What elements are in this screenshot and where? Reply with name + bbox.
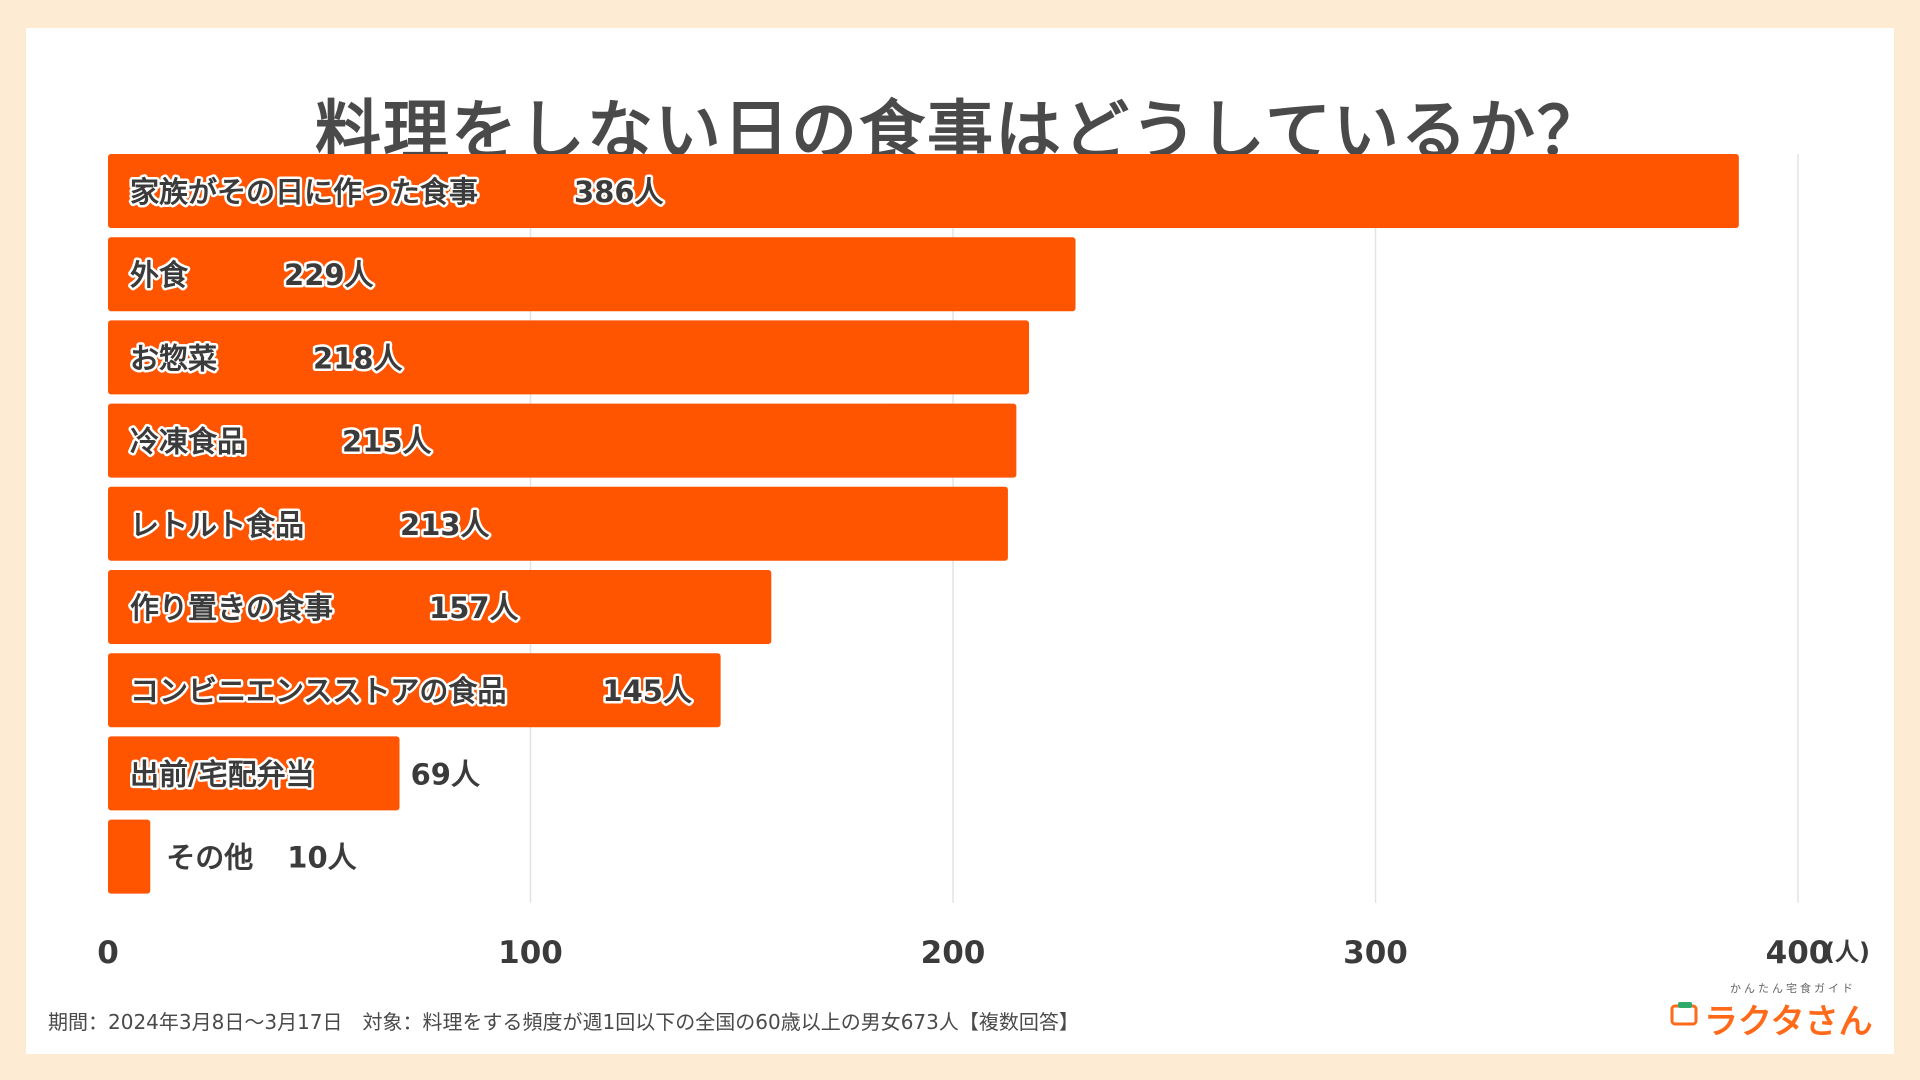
bento-icon — [1670, 1002, 1698, 1026]
x-tick-label: 200 — [921, 935, 986, 971]
bar-category-label: 作り置きの食事 — [130, 591, 333, 625]
chart-card: 料理をしない日の食事はどうしているか？ 家族がその日に作った食事 386人 外食 22… — [26, 28, 1894, 1054]
x-tick-label: 400 — [1766, 935, 1831, 971]
bar-category-label: コンビニエンスストアの食品 — [130, 674, 506, 708]
logo-name: ラクタさん — [1704, 1002, 1873, 1042]
bar-value-label: 69人 — [411, 757, 480, 791]
bar-value-label: 215人 — [342, 425, 432, 459]
bar-value-label: 229人 — [284, 258, 374, 292]
x-axis-unit: (人) — [1824, 938, 1870, 966]
bar-category-label: お惣菜 — [130, 341, 217, 375]
bar-value-label: 10人 — [287, 841, 356, 875]
bar — [108, 819, 151, 894]
bar-category-label: 家族がその日に作った食事 — [130, 175, 478, 209]
x-tick-label: 100 — [498, 935, 563, 971]
bar-value-label: 145人 — [602, 674, 692, 708]
bar-category-label: レトルト食品 — [130, 508, 304, 542]
bar-category-label: 外食 — [130, 258, 189, 292]
x-tick-label: 300 — [1343, 935, 1408, 971]
x-tick-label: 0 — [97, 935, 119, 971]
bar — [108, 736, 400, 811]
x-axis-ticks: 0 100 200 300 400(人) — [97, 935, 1870, 971]
bar — [108, 154, 1739, 228]
bar-value-label: 157人 — [429, 591, 519, 625]
bar — [108, 403, 1017, 478]
brand-logo: かんたん宅食ガイド ラクタさん — [1670, 980, 1873, 1042]
bar-value-label: 213人 — [400, 508, 490, 542]
bar-value-label: 386人 — [574, 175, 664, 209]
bar — [108, 320, 1030, 395]
footnote: 期間：2024年3月8日〜3月17日 対象：料理をする頻度が週1回以下の全国の6… — [48, 1010, 1079, 1034]
logo-tagline: かんたん宅食ガイド — [1730, 982, 1856, 995]
bar-value-label: 218人 — [313, 341, 403, 375]
bar — [108, 653, 721, 728]
bar-category-label: その他 — [166, 841, 253, 875]
bar — [108, 486, 1008, 561]
bar-category-label: 冷凍食品 — [130, 425, 246, 459]
bar-category-label: 出前/宅配弁当 — [130, 757, 315, 791]
bar — [108, 570, 772, 644]
bar — [108, 237, 1076, 312]
bars — [108, 154, 1739, 894]
